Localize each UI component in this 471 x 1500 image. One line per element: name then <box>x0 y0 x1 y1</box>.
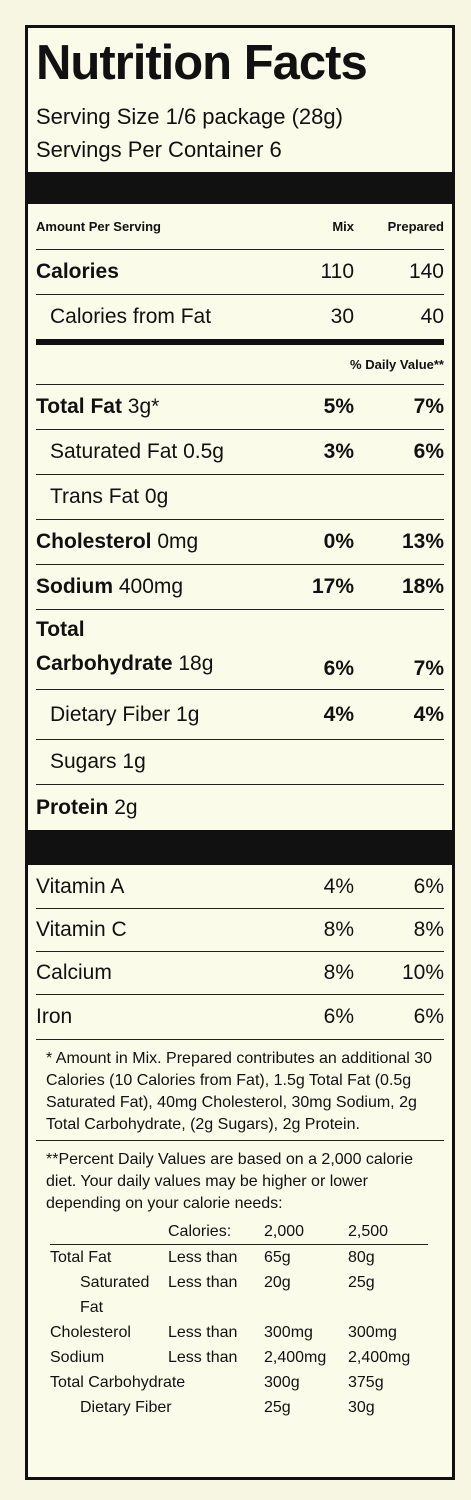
nutrient-name: Dietary Fiber <box>50 702 171 726</box>
nutrient-mix: 17% <box>311 575 354 598</box>
dv-cell: Less than <box>168 1249 238 1266</box>
dv-cell <box>168 1395 264 1420</box>
vitamin-mix: 8% <box>323 918 354 941</box>
dv-cell: 25g <box>348 1274 375 1291</box>
nutrient-name: Total Carbohydrate <box>36 618 173 675</box>
dv-cell: Dietary Fiber <box>80 1399 172 1416</box>
prepared-header: Prepared <box>387 219 444 234</box>
dv-header: 2,500 <box>348 1219 428 1245</box>
amount-header: Amount Per Serving <box>36 219 161 234</box>
nutrition-label: Nutrition Facts Serving Size 1/6 package… <box>25 25 455 1480</box>
serving-size: Serving Size 1/6 package (28g) <box>36 104 343 129</box>
nutrient-amount: 1g <box>122 750 146 773</box>
nutrient-mix: 5% <box>323 395 354 418</box>
dv-cell: Total Fat <box>50 1249 112 1266</box>
thick-bar <box>28 172 452 204</box>
nutrient-amount: 18g <box>178 652 214 675</box>
dv-cell: 300g <box>264 1374 300 1391</box>
dv-cell <box>168 1370 264 1395</box>
nutrient-prepared: 18% <box>401 575 444 598</box>
calories-fat-prepared: 40 <box>420 305 444 328</box>
vitamin-name: Vitamin A <box>36 874 125 898</box>
nutrient-name: Sodium <box>36 575 113 598</box>
vitamin-prepared: 8% <box>413 918 444 941</box>
nutrient-amount: 0mg <box>157 530 199 553</box>
dv-cell: 80g <box>348 1249 375 1266</box>
dv-cell: 375g <box>348 1374 384 1391</box>
vitamin-mix: 6% <box>323 1005 354 1028</box>
nutrient-amount: 400mg <box>118 575 184 598</box>
dv-cell: 25g <box>264 1399 291 1416</box>
nutrient-amount: 0.5g <box>183 440 224 463</box>
vitamin-name: Calcium <box>36 961 112 984</box>
vitamin-prepared: 6% <box>413 874 444 898</box>
dv-cell: 20g <box>264 1274 291 1291</box>
nutrient-amount: 0g <box>144 485 169 508</box>
dv-header: 2,000 <box>264 1219 348 1245</box>
nutrient-name: Protein <box>36 795 109 819</box>
daily-value-header: % Daily Value** <box>350 357 444 372</box>
nutrient-amount: 3g* <box>127 395 160 418</box>
nutrient-prepared: 6% <box>413 440 444 463</box>
nutrient-prepared: 7% <box>413 395 444 418</box>
title: Nutrition Facts <box>36 36 368 90</box>
nutrient-mix: 0% <box>323 530 354 553</box>
dv-cell: 2,400mg <box>264 1349 327 1366</box>
vitamin-prepared: 10% <box>401 961 444 984</box>
nutrient-mix: 6% <box>323 657 354 680</box>
dv-cell: Total Carbohydrate <box>50 1374 186 1391</box>
vitamin-mix: 4% <box>323 874 354 898</box>
nutrient-name: Total Fat <box>36 395 122 418</box>
nutrient-name: Cholesterol <box>36 530 152 553</box>
calories-mix: 110 <box>320 260 354 283</box>
dv-cell: 2,400mg <box>348 1349 411 1366</box>
nutrient-prepared: 4% <box>413 702 444 726</box>
vitamin-name: Iron <box>36 1005 73 1028</box>
thick-bar <box>28 830 452 865</box>
nutrient-mix: 4% <box>323 702 354 726</box>
footnote-mix: * Amount in Mix. Prepared contributes an… <box>36 1040 444 1141</box>
nutrient-name: Sugars <box>50 750 117 773</box>
calories-label: Calories <box>36 260 119 283</box>
dv-cell: Cholesterol <box>50 1324 131 1341</box>
nutrient-amount: 1g <box>176 702 200 726</box>
nutrient-mix: 3% <box>323 440 354 463</box>
dv-header: Calories: <box>168 1219 264 1245</box>
dv-cell: 300mg <box>264 1324 313 1341</box>
nutrient-prepared: 13% <box>401 530 444 553</box>
dv-cell: Less than <box>168 1324 238 1341</box>
dv-cell: Saturated Fat <box>80 1274 150 1316</box>
nutrient-prepared: 7% <box>413 657 444 680</box>
vitamin-mix: 8% <box>323 961 354 984</box>
nutrient-name: Saturated Fat <box>50 440 178 463</box>
footnote-dv: **Percent Daily Values are based on a 2,… <box>46 1151 414 1212</box>
nutrient-name: Trans Fat <box>50 485 140 508</box>
dv-cell: Less than <box>168 1274 238 1291</box>
nutrient-amount: 2g <box>114 795 138 819</box>
calories-prepared: 140 <box>408 260 444 283</box>
dv-cell: 30g <box>348 1399 375 1416</box>
dv-cell: 300mg <box>348 1324 397 1341</box>
calories-fat-label: Calories from Fat <box>50 305 212 328</box>
dv-table: Calories: 2,000 2,500 Total Fat Less than… <box>36 1219 444 1420</box>
servings-per-container: Servings Per Container 6 <box>36 137 282 162</box>
vitamin-name: Vitamin C <box>36 918 127 941</box>
dv-cell: Less than <box>168 1349 238 1366</box>
vitamin-prepared: 6% <box>413 1005 444 1028</box>
mix-header: Mix <box>332 219 354 234</box>
calories-fat-mix: 30 <box>330 305 354 328</box>
dv-cell: 65g <box>264 1249 291 1266</box>
dv-cell: Sodium <box>50 1349 105 1366</box>
